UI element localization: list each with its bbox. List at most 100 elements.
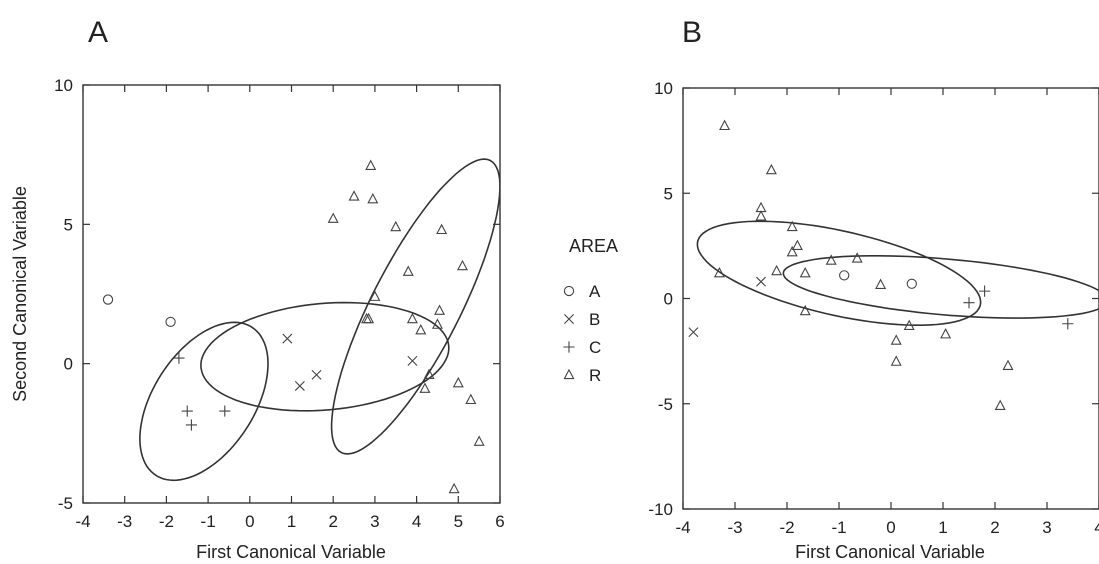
point-area-r xyxy=(415,323,427,335)
point-area-r xyxy=(452,376,464,388)
panel-a: A -4 -3 -2 -1 0 1 2 3 4 5 6 -5 0 5 10 First Canonical … xyxy=(10,16,505,562)
point-area-r xyxy=(363,312,375,324)
point-area-r xyxy=(890,334,902,345)
point-area-r xyxy=(755,210,767,221)
panel-a-y-axis-label: Second Canonical Variable xyxy=(10,186,30,402)
confidence-ellipse xyxy=(696,220,982,326)
legend-marker-c xyxy=(563,341,575,353)
point-area-r xyxy=(890,355,902,366)
point-area-r xyxy=(719,119,731,131)
panel-a-x-axis-label: First Canonical Variable xyxy=(196,542,386,562)
y-tick-label: 0 xyxy=(664,290,673,309)
point-area-r xyxy=(903,319,915,331)
point-area-c xyxy=(1062,318,1074,330)
point-area-r xyxy=(419,382,431,393)
legend-title: AREA xyxy=(569,236,618,256)
x-tick-label: -2 xyxy=(779,518,794,537)
confidence-ellipse xyxy=(139,321,269,482)
legend-label-c: C xyxy=(589,338,601,357)
x-tick-label: 3 xyxy=(370,512,379,531)
point-area-r xyxy=(431,318,443,329)
point-area-r xyxy=(348,190,360,201)
x-tick-label: -1 xyxy=(831,518,846,537)
point-area-r xyxy=(786,245,798,257)
point-area-r xyxy=(402,265,414,276)
point-area-b xyxy=(756,276,766,287)
point-area-r xyxy=(390,220,402,232)
point-area-r xyxy=(799,304,811,316)
point-area-r xyxy=(851,252,863,263)
point-area-r xyxy=(448,482,460,494)
legend-marker-b xyxy=(564,314,574,324)
point-area-r xyxy=(1002,359,1014,371)
point-area-c xyxy=(181,405,193,417)
point-area-r xyxy=(825,254,837,265)
panel-a-label: A xyxy=(88,16,108,49)
x-tick-label: 0 xyxy=(886,518,895,537)
x-tick-label: 4 xyxy=(412,512,421,531)
x-tick-label: -3 xyxy=(117,512,132,531)
point-area-c xyxy=(219,405,231,417)
x-tick-label: -3 xyxy=(727,518,742,537)
point-area-r xyxy=(434,304,446,315)
point-area-r xyxy=(786,220,798,232)
point-area-r xyxy=(713,266,725,278)
legend-marker-r xyxy=(563,368,575,380)
point-area-r xyxy=(473,435,485,446)
panel-a-markers xyxy=(102,159,485,494)
y-tick-label: 5 xyxy=(64,215,73,234)
panel-b-markers xyxy=(688,119,1074,411)
x-tick-label: 6 xyxy=(495,512,504,531)
point-area-a xyxy=(839,270,850,281)
point-area-r xyxy=(436,223,448,235)
x-tick-label: 1 xyxy=(938,518,947,537)
panel-b-x-axis-label: First Canonical Variable xyxy=(795,542,985,562)
point-area-r xyxy=(456,259,468,271)
point-area-r xyxy=(369,290,381,301)
x-tick-label: -4 xyxy=(75,512,90,531)
x-tick-label: 4 xyxy=(1094,518,1099,537)
panel-b-ellipses xyxy=(696,220,1099,326)
point-area-c xyxy=(173,352,185,364)
confidence-ellipse xyxy=(200,301,450,412)
y-tick-label: 10 xyxy=(654,79,673,98)
point-area-c xyxy=(185,419,198,431)
confidence-ellipse xyxy=(782,255,1099,319)
y-tick-label: 5 xyxy=(664,184,673,203)
point-area-b xyxy=(282,333,293,344)
point-area-r xyxy=(406,312,418,324)
panel-a-ellipses xyxy=(139,158,500,482)
y-tick-label: -5 xyxy=(658,395,673,414)
x-tick-label: -1 xyxy=(201,512,216,531)
legend-label-r: R xyxy=(589,366,601,385)
point-area-r xyxy=(994,399,1006,411)
legend-label-b: B xyxy=(589,310,600,329)
legend-label-a: A xyxy=(589,282,601,301)
y-tick-label: 10 xyxy=(54,76,73,95)
point-area-r xyxy=(367,192,379,204)
point-area-r xyxy=(799,266,811,278)
point-area-a xyxy=(102,294,114,305)
point-area-r xyxy=(423,368,435,379)
y-tick-label: 0 xyxy=(64,355,73,374)
panel-b-label: B xyxy=(682,16,702,49)
legend-marker-a xyxy=(563,285,575,297)
confidence-ellipse xyxy=(330,158,500,455)
point-area-a xyxy=(165,316,176,328)
y-tick-label: -5 xyxy=(58,494,73,513)
point-area-b xyxy=(311,369,322,380)
point-area-b xyxy=(407,355,418,366)
panel-a-plot-frame xyxy=(82,84,501,504)
panel-a-ticks: -4 -3 -2 -1 0 1 2 3 4 5 6 -5 0 5 10 xyxy=(54,76,505,531)
y-tick-label: -10 xyxy=(648,500,673,519)
x-tick-label: 0 xyxy=(245,512,254,531)
point-area-r xyxy=(465,393,477,405)
x-tick-label: 5 xyxy=(454,512,463,531)
point-area-r xyxy=(365,159,377,170)
point-area-r xyxy=(791,239,803,251)
